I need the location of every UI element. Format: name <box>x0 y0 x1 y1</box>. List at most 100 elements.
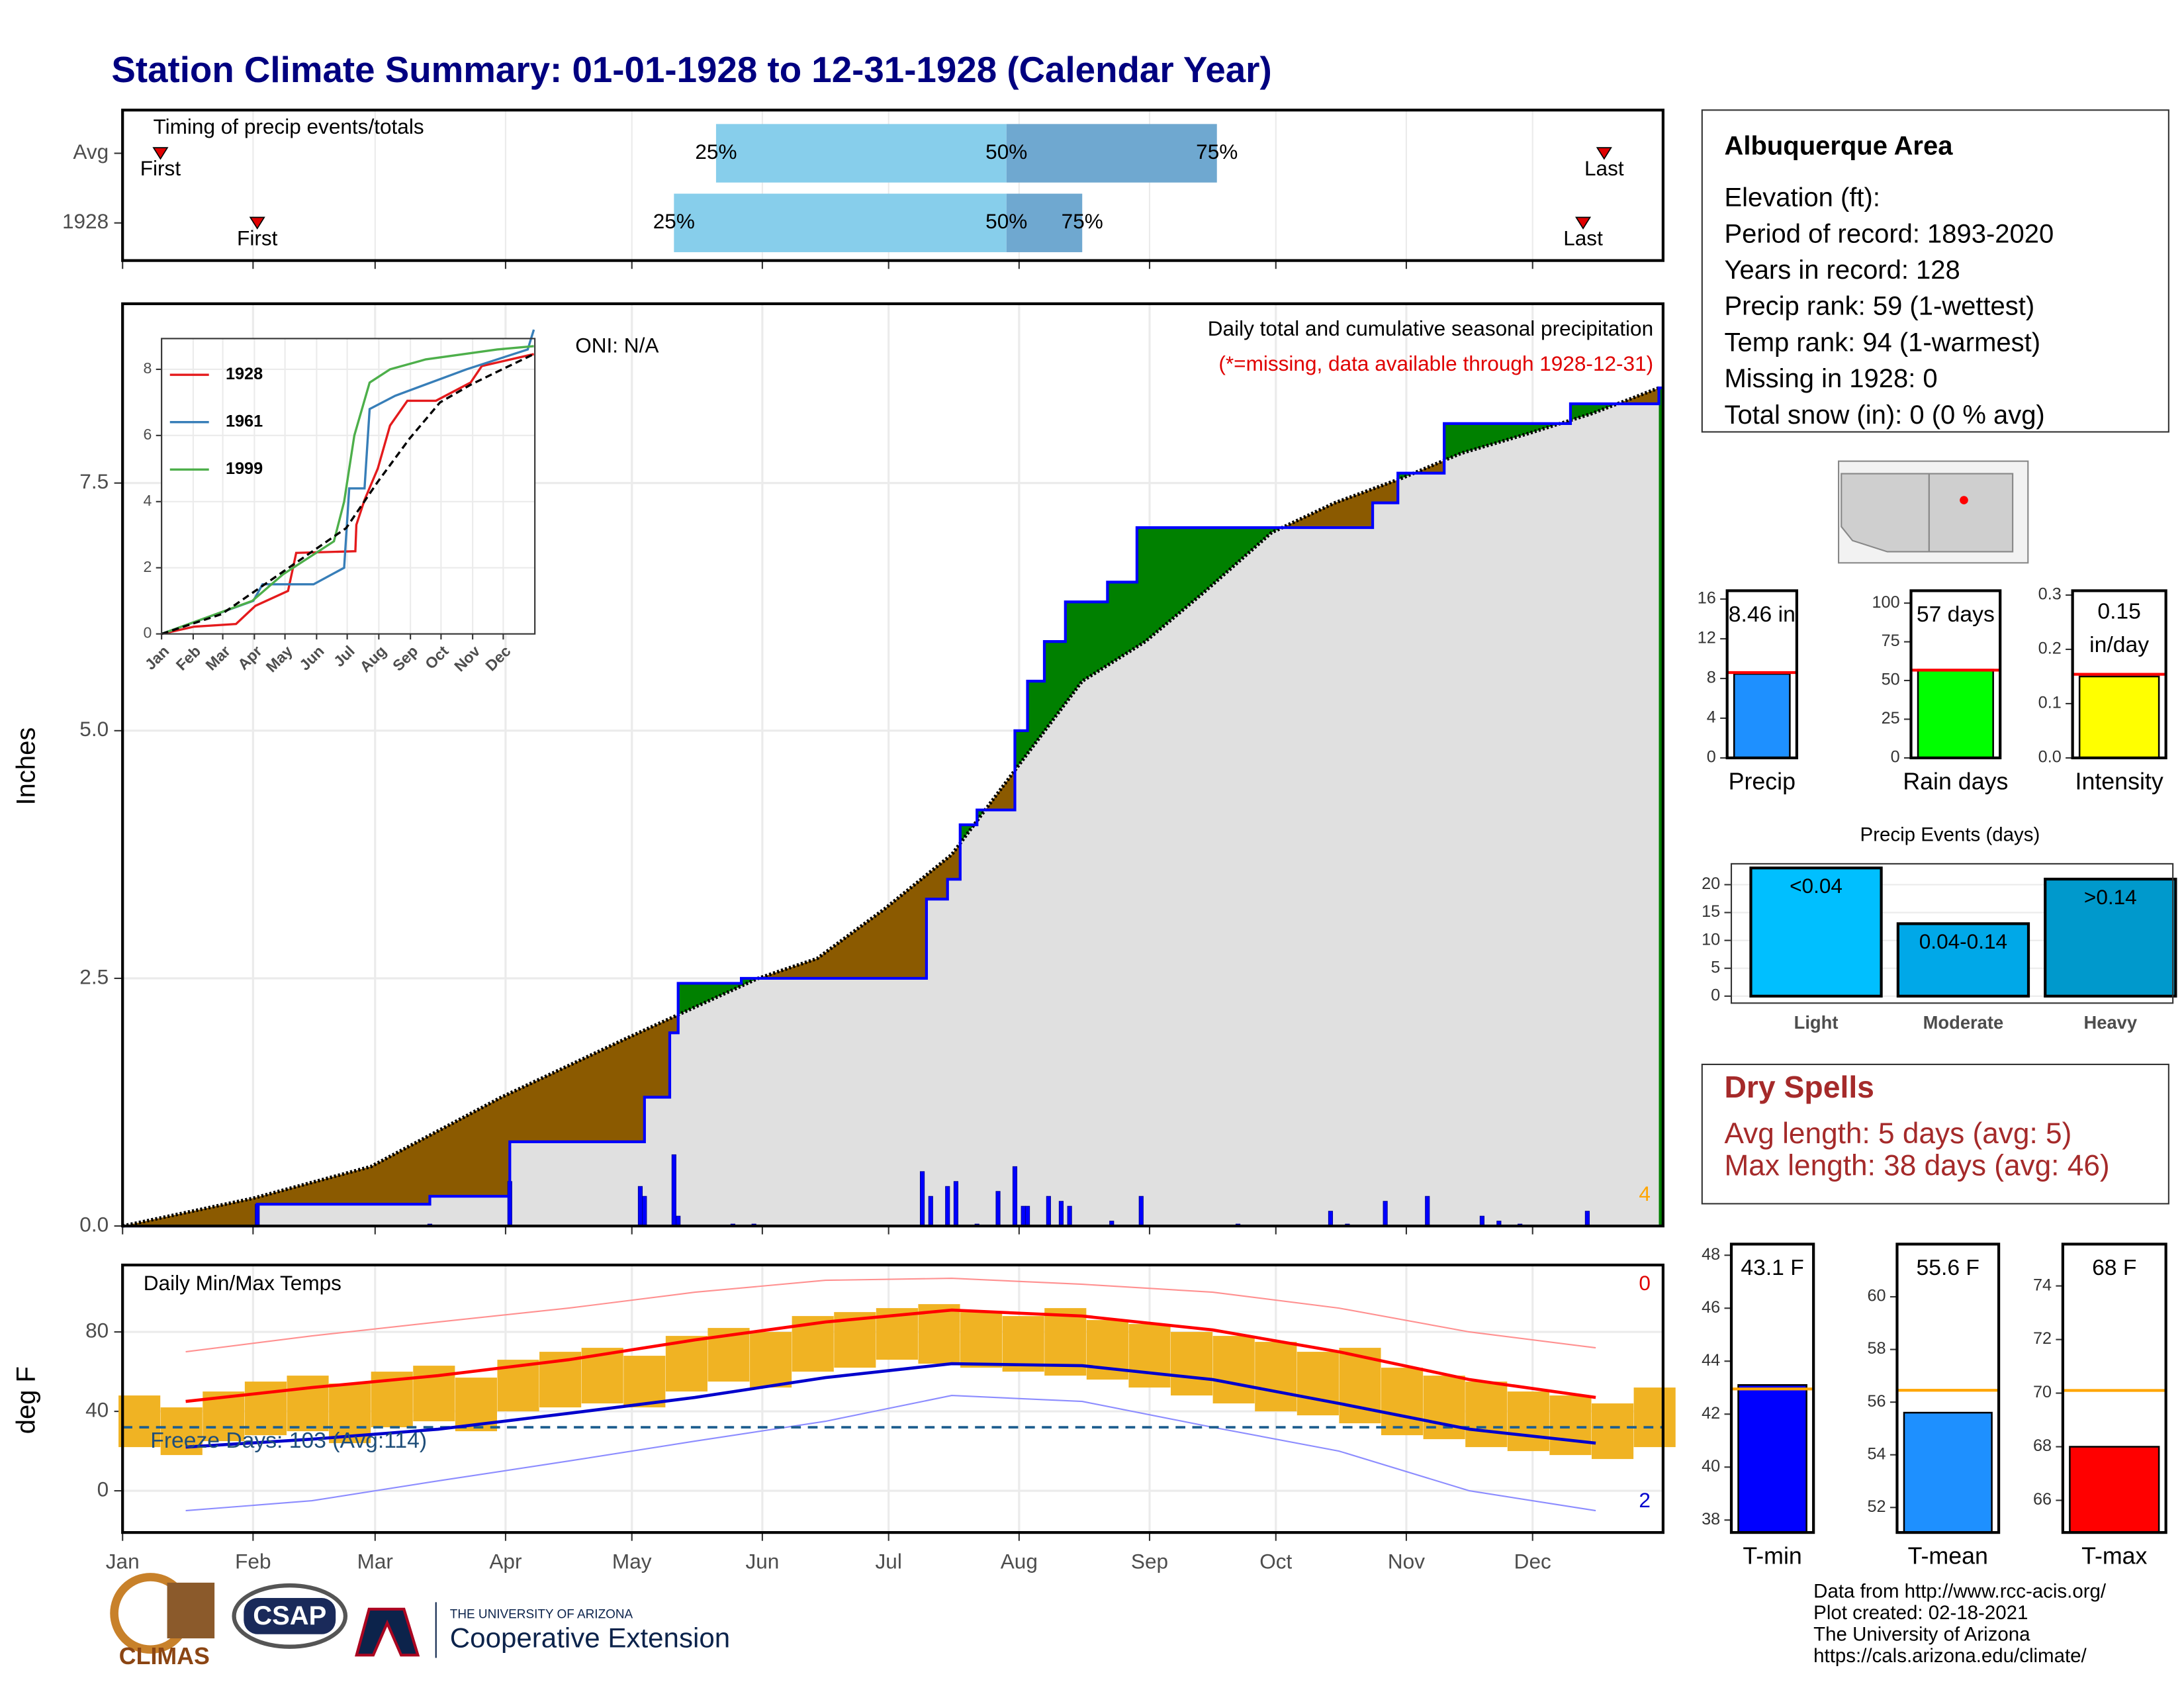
bar-border <box>1895 1243 2001 1534</box>
category-label: Light <box>1794 1012 1839 1033</box>
average-temp-line <box>185 1362 1596 1449</box>
inset-x-tick-label: Jan <box>142 642 173 673</box>
daily-range <box>1591 1403 1634 1460</box>
inset-x-tick-label: Nov <box>451 642 483 675</box>
logo-shape <box>244 1598 336 1634</box>
y-tick-label: 0 <box>1711 986 1720 1004</box>
count-label: 2 <box>1639 1488 1651 1512</box>
quartile-bar <box>1006 193 1083 252</box>
count-label: 4 <box>1639 1182 1651 1205</box>
daily-range <box>750 1332 792 1388</box>
inset-x-tick-label: Mar <box>202 642 233 673</box>
y-tick-label: 46 <box>1702 1298 1720 1317</box>
quartile-bar <box>1006 124 1217 183</box>
daily-bar <box>1584 1211 1590 1227</box>
dry-line: Avg length: 5 days (avg: 5) <box>1724 1117 2071 1150</box>
daily-range <box>1128 1324 1171 1388</box>
inset-y-tick-label: 6 <box>144 426 152 443</box>
daily-range <box>1297 1352 1339 1416</box>
daily-range <box>287 1376 329 1432</box>
y-tick-label: 40 <box>1702 1457 1720 1476</box>
y-tick-label: 15 <box>1702 902 1720 921</box>
bar <box>1749 867 1883 998</box>
row-label: Avg <box>73 140 109 164</box>
daily-bar <box>1138 1196 1144 1227</box>
daily-range <box>1633 1387 1676 1448</box>
info-line: Period of record: 1893-2020 <box>1724 219 2054 248</box>
credit-line: The University of Arizona <box>1813 1624 2030 1646</box>
record-line <box>185 1395 1596 1512</box>
quartile-label: 50% <box>985 209 1027 233</box>
daily-range <box>1549 1395 1592 1456</box>
y-tick-label: 40 <box>85 1397 109 1421</box>
info-line: Precip rank: 59 (1-wettest) <box>1724 292 2034 321</box>
y-tick-label: 0 <box>1707 748 1716 767</box>
category-label: T-min <box>1743 1542 1801 1569</box>
panel-border <box>121 109 1664 262</box>
x-tick-label: Jul <box>876 1550 902 1573</box>
daily-range <box>329 1383 371 1444</box>
bar <box>1917 669 1994 759</box>
info-line: Years in record: 128 <box>1724 256 1960 285</box>
y-tick-label: 7.5 <box>79 469 109 493</box>
missing-note: (*=missing, data available through 1928-… <box>1218 352 1653 375</box>
y-tick-label: 0.1 <box>2038 694 2062 712</box>
inset-x-tick-label: Jul <box>330 642 358 670</box>
annotation: Daily total and cumulative seasonal prec… <box>1208 316 1653 340</box>
bar <box>1903 1411 1993 1534</box>
value-label: 57 days <box>1917 602 1995 627</box>
y-tick-label: 38 <box>1702 1510 1720 1528</box>
daily-bar <box>1058 1201 1064 1227</box>
daily-bar <box>642 1196 647 1227</box>
y-tick-label: 56 <box>1868 1392 1886 1411</box>
y-tick-label: 66 <box>2033 1490 2052 1509</box>
x-tick-label: Jun <box>745 1550 779 1573</box>
event-label: Last <box>1584 156 1624 180</box>
y-tick-label: 0.2 <box>2038 639 2062 658</box>
bar <box>2069 1446 2160 1534</box>
x-tick-label: Sep <box>1131 1550 1168 1573</box>
y-tick-label: 42 <box>1702 1404 1720 1423</box>
inset-x-tick-label: Jun <box>296 642 327 673</box>
inset-x-tick-label: Oct <box>422 642 452 673</box>
bar <box>2044 877 2177 998</box>
daily-bar <box>1067 1205 1072 1227</box>
logo-text: THE UNIVERSITY OF ARIZONA <box>450 1607 633 1621</box>
freeze-label: Freeze Days: 103 (Avg:114) <box>150 1429 427 1453</box>
logo-text: Cooperative Extension <box>450 1622 730 1653</box>
credit-line: Plot created: 02-18-2021 <box>1813 1602 2028 1624</box>
daily-bar <box>1024 1205 1030 1227</box>
daily-range <box>1002 1316 1044 1372</box>
y-tick-label: 74 <box>2033 1276 2052 1294</box>
inset-x-tick-label: Apr <box>234 642 265 673</box>
daily-bar <box>1012 1166 1018 1227</box>
event-label: First <box>237 226 278 250</box>
y-tick-label: 80 <box>85 1318 109 1342</box>
panel-border <box>121 1263 1664 1534</box>
dry-box <box>1701 1063 2169 1205</box>
credit-line: https://cals.arizona.edu/climate/ <box>1813 1645 2087 1667</box>
y-tick-label: 60 <box>1868 1287 1886 1305</box>
y-tick-label: 10 <box>1702 930 1720 949</box>
bar <box>1896 922 2030 998</box>
inset-y-tick-label: 0 <box>144 624 152 641</box>
daily-range <box>1423 1376 1465 1440</box>
y-tick-label: 54 <box>1868 1444 1886 1463</box>
x-tick-label: Aug <box>1001 1550 1038 1573</box>
y-tick-label: 52 <box>1868 1497 1886 1516</box>
state-map <box>1838 460 2029 564</box>
logo-shape <box>167 1582 215 1639</box>
y-tick-label: 75 <box>1882 632 1900 650</box>
daily-bar <box>1479 1215 1484 1227</box>
base-area <box>122 388 1659 1227</box>
category-label: Moderate <box>1923 1012 2004 1033</box>
record-line <box>185 1278 1596 1353</box>
daily-range <box>118 1395 161 1448</box>
y-axis-label: Inches <box>12 727 41 806</box>
dry-line: Max length: 38 days (avg: 46) <box>1724 1149 2109 1182</box>
daily-bar <box>1425 1196 1430 1227</box>
y-tick-label: 0 <box>97 1477 109 1501</box>
inset-x-tick-label: May <box>263 642 296 675</box>
y-tick-label: 0.0 <box>79 1212 109 1236</box>
